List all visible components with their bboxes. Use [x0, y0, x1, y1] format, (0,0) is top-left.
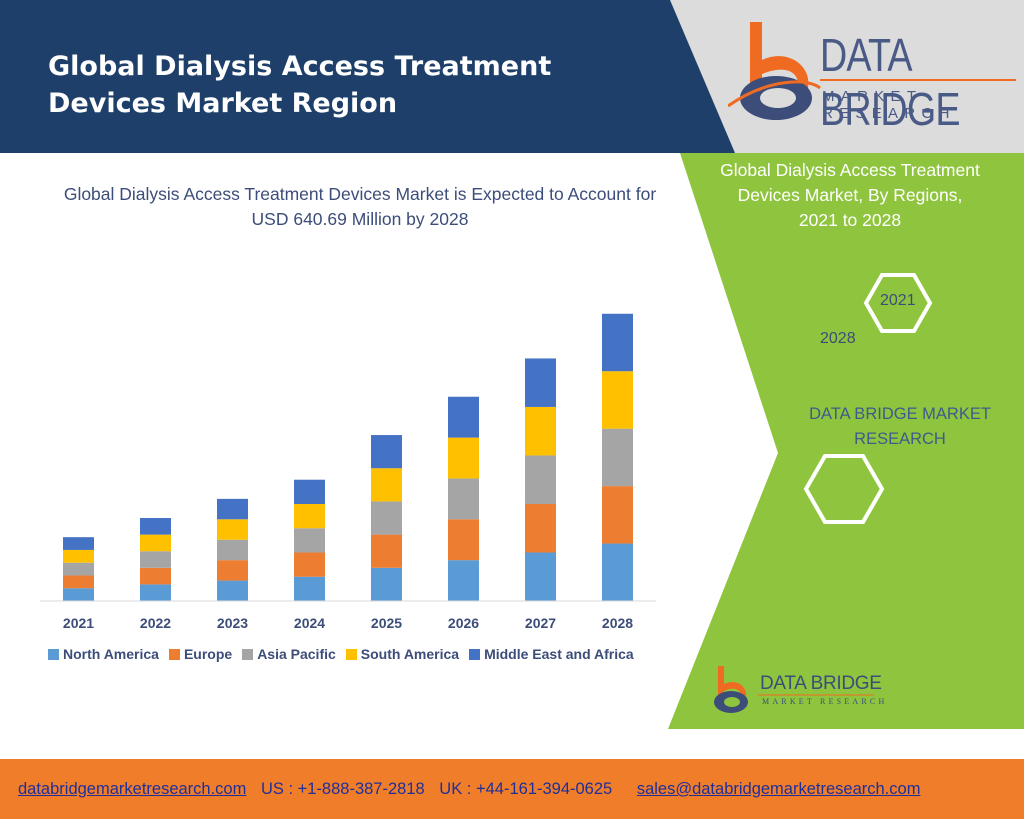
data-bridge-logo-icon [728, 22, 1016, 120]
bar-segment-2028-north-america [602, 543, 633, 601]
footer-contacts: databridgemarketresearch.com US : +1-888… [18, 780, 920, 799]
side-title-line3: 2021 to 2028 [798, 210, 902, 230]
side-panel-title: Global Dialysis Access Treatment Devices… [700, 158, 1000, 233]
small-logo-icon [714, 666, 874, 713]
bar-segment-2027-north-america [525, 552, 556, 601]
x-tick-label: 2027 [525, 615, 556, 631]
legend-label: South America [360, 646, 460, 662]
bar-segment-2022-north-america [140, 584, 171, 601]
email-link[interactable]: sales@databridgemarketresearch.com [636, 780, 921, 798]
bar-segment-2024-europe [294, 552, 325, 577]
bar-segment-2021-south-america [63, 549, 94, 563]
bar-segment-2028-asia-pacific [602, 428, 633, 487]
bar-segment-2022-europe [140, 567, 171, 585]
x-tick-label: 2021 [63, 615, 94, 631]
bar-segment-2024-middle-east-and-africa [294, 479, 325, 504]
legend-label: Middle East and Africa [484, 646, 634, 662]
bar-segment-2023-middle-east-and-africa [217, 498, 248, 520]
bar-segment-2021-north-america [63, 588, 94, 601]
page-title-line1: Global Dialysis Access Treatment [48, 51, 552, 82]
header-banner [0, 0, 1024, 153]
footer-bar [0, 759, 1024, 819]
bar-segment-2025-asia-pacific [371, 501, 402, 535]
side-brand-line2: RESEARCH [854, 430, 946, 448]
side-brand-text: DATA BRIDGE MARKET RESEARCH [790, 402, 1010, 452]
brand-name: DATA BRIDGE [820, 29, 961, 135]
bar-segment-2023-europe [217, 560, 248, 581]
header-navy-band [0, 0, 735, 153]
legend-label: Europe [183, 646, 233, 662]
bar-segment-2025-south-america [371, 468, 402, 502]
brand-tagline: MARKET RESEARCH [822, 88, 956, 122]
hex-label-2028: 2028 [820, 330, 856, 347]
legend-item-middle-east-africa: Middle East and Africa [469, 646, 634, 662]
legend-item-asia-pacific: Asia Pacific [242, 646, 336, 662]
x-tick-label: 2024 [294, 615, 325, 631]
bar-segment-2021-europe [63, 575, 94, 589]
x-tick-label: 2025 [371, 615, 402, 631]
bar-segment-2023-south-america [217, 519, 248, 540]
header-shapes [0, 0, 735, 153]
side-title-line2: Devices Market, By Regions, [737, 185, 963, 205]
side-title-line1: Global Dialysis Access Treatment [720, 160, 980, 180]
legend-label: Asia Pacific [257, 646, 336, 662]
legend-swatch [469, 648, 481, 660]
website-link[interactable]: databridgemarketresearch.com [18, 780, 247, 798]
hexagon-2028-icon [803, 454, 885, 524]
bar-segment-2025-middle-east-and-africa [371, 435, 402, 469]
legend-swatch [48, 648, 59, 660]
bar-segment-2026-europe [448, 519, 479, 561]
chart-title: Global Dialysis Access Treatment Devices… [63, 184, 657, 229]
legend-swatch [345, 648, 357, 660]
bar-segment-2022-south-america [140, 534, 171, 552]
bar-segment-2025-north-america [371, 567, 402, 601]
bar-segment-2028-south-america [602, 371, 633, 429]
bar-segment-2022-middle-east-and-africa [140, 518, 171, 535]
bar-segment-2027-south-america [525, 406, 556, 456]
page-title-line2: Devices Market Region [48, 88, 398, 119]
x-tick-label: 2022 [140, 615, 171, 631]
bar-segment-2021-asia-pacific [63, 562, 94, 576]
bar-segment-2026-south-america [448, 437, 479, 479]
small-logo-name: DATA BRIDGE [760, 673, 882, 694]
side-brand-line1: DATA BRIDGE MARKET [809, 405, 991, 423]
hexagon-2021-icon [863, 273, 933, 333]
legend-label: North America [63, 646, 159, 662]
legend-item-europe: Europe [168, 646, 233, 662]
uk-phone: UK : +44-161-394-0625 [439, 780, 613, 798]
legend-swatch [168, 648, 180, 660]
bar-segment-2024-south-america [294, 503, 325, 529]
x-tick-label: 2023 [217, 615, 248, 631]
page-title: Global Dialysis Access Treatment Devices… [48, 48, 668, 122]
chart-legend: North America Europe Asia Pacific South … [48, 646, 634, 662]
legend-item-north-america: North America [48, 646, 159, 662]
side-panel-background [668, 153, 1024, 729]
bar-segment-2027-asia-pacific [525, 455, 556, 504]
bar-segment-2027-middle-east-and-africa [525, 358, 556, 407]
bar-segment-2025-europe [371, 534, 402, 568]
bar-segment-2024-north-america [294, 576, 325, 601]
bar-segment-2024-asia-pacific [294, 528, 325, 553]
bar-segment-2026-asia-pacific [448, 478, 479, 520]
legend-swatch [242, 648, 254, 660]
bar-segment-2023-north-america [217, 580, 248, 601]
bar-segment-2028-middle-east-and-africa [602, 313, 633, 372]
bar-segment-2021-middle-east-and-africa [63, 537, 94, 550]
small-logo-tagline: MARKET RESEARCH [762, 697, 888, 706]
bar-segment-2028-europe [602, 486, 633, 544]
x-tick-label: 2028 [602, 615, 633, 631]
bar-segment-2026-north-america [448, 560, 479, 601]
stacked-bar-chart: 2021 2022 2023 2024 2025 2026 2027 2028 [40, 313, 656, 631]
bar-segment-2027-europe [525, 503, 556, 553]
x-tick-label: 2026 [448, 615, 479, 631]
bar-segment-2022-asia-pacific [140, 551, 171, 568]
legend-item-south-america: South America [345, 646, 460, 662]
us-phone: US : +1-888-387-2818 [260, 780, 425, 798]
hex-label-2021: 2021 [880, 292, 916, 309]
bar-segment-2023-asia-pacific [217, 539, 248, 561]
bar-segment-2026-middle-east-and-africa [448, 396, 479, 438]
